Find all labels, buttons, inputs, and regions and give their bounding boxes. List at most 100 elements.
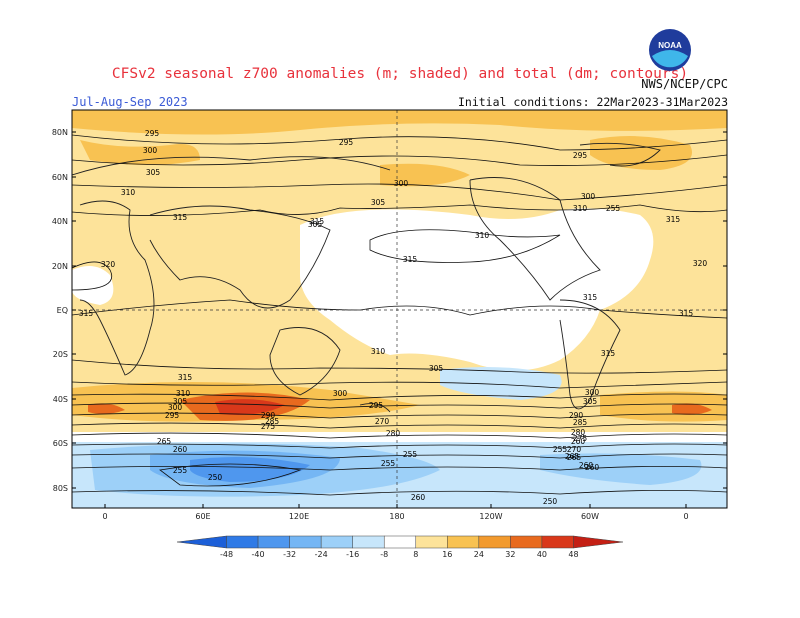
lon-label: 60E bbox=[195, 512, 210, 521]
colorbar-label: 32 bbox=[505, 550, 515, 559]
contour-label: 290 bbox=[569, 411, 584, 420]
colorbar-label: 24 bbox=[474, 550, 484, 559]
anomaly-shading bbox=[72, 110, 727, 508]
lat-label: 40S bbox=[53, 395, 68, 404]
colorbar-swatch bbox=[352, 535, 385, 549]
lat-label: 40N bbox=[52, 217, 68, 226]
contour-label: 315 bbox=[178, 373, 193, 382]
latitude-axis: 80N 60N 40N 20N EQ 20S 40S 60S 80S bbox=[52, 128, 727, 493]
contour-label: 310 bbox=[371, 347, 386, 356]
contour-label: 300 bbox=[585, 388, 600, 397]
contour-label: 255 bbox=[553, 445, 568, 454]
contour-label: 255 bbox=[381, 459, 396, 468]
contour-label: 295 bbox=[339, 138, 354, 147]
colorbar-label: -24 bbox=[315, 550, 328, 559]
contour-label: 300 bbox=[581, 192, 596, 201]
contour-label: 305 bbox=[146, 168, 161, 177]
noaa-logo: NOAA bbox=[649, 29, 691, 71]
lon-label: 180 bbox=[389, 512, 404, 521]
colorbar: -48 -40 -32 -24 -16 -8 8 16 24 32 40 48 bbox=[176, 535, 624, 559]
colorbar-label: -16 bbox=[346, 550, 359, 559]
colorbar-label: 48 bbox=[568, 550, 578, 559]
contour-label: 250 bbox=[543, 497, 558, 506]
contour-label: 280 bbox=[386, 429, 401, 438]
contour-label: 255 bbox=[173, 466, 188, 475]
contour-label: 265 bbox=[565, 452, 580, 461]
contour-label: 300 bbox=[168, 403, 183, 412]
contour-label: 270 bbox=[567, 445, 582, 454]
contour-label: 275 bbox=[261, 422, 276, 431]
contour-label: 315 bbox=[79, 309, 94, 318]
lat-label: 60S bbox=[53, 439, 68, 448]
lon-label: 0 bbox=[102, 512, 107, 521]
contour-label: 250 bbox=[208, 473, 223, 482]
contour-label: 305 bbox=[173, 397, 188, 406]
colorbar-label: 16 bbox=[442, 550, 452, 559]
contour-label: 280 bbox=[571, 428, 586, 437]
initial-conditions-label: Initial conditions: 22Mar2023-31Mar2023 bbox=[457, 95, 728, 109]
colorbar-swatch bbox=[510, 535, 543, 549]
colorbar-swatch bbox=[226, 535, 259, 549]
contour-label: 260 bbox=[411, 493, 426, 502]
contour-label: 315 bbox=[679, 309, 694, 318]
contour-label: 305 bbox=[429, 364, 444, 373]
colorbar-label: 40 bbox=[537, 550, 547, 559]
lat-label: 60N bbox=[52, 173, 68, 182]
colorbar-swatch bbox=[573, 535, 624, 549]
contour-labels: 2952953003053103153203053002953153103003… bbox=[79, 129, 708, 506]
noaa-logo-text: NOAA bbox=[658, 41, 682, 50]
contour-label: 305 bbox=[583, 397, 598, 406]
contour-label: 285 bbox=[573, 418, 588, 427]
colorbar-swatch bbox=[415, 535, 448, 549]
contour-label: 315 bbox=[310, 217, 325, 226]
contour-label: 310 bbox=[475, 231, 490, 240]
contour-label: 310 bbox=[121, 188, 136, 197]
contour-label: 315 bbox=[601, 349, 616, 358]
season-label: Jul-Aug-Sep 2023 bbox=[72, 95, 188, 109]
grid-lines bbox=[72, 110, 727, 508]
agency-label: NWS/NCEP/CPC bbox=[641, 77, 728, 91]
colorbar-label: -40 bbox=[252, 550, 265, 559]
lat-label: 80S bbox=[53, 484, 68, 493]
colorbar-label: -48 bbox=[220, 550, 233, 559]
contour-label: 300 bbox=[333, 389, 348, 398]
colorbar-swatch bbox=[289, 535, 322, 549]
contour-label: 315 bbox=[403, 255, 418, 264]
contour-label: 255 bbox=[606, 204, 621, 213]
contour-label: 265 bbox=[567, 453, 582, 462]
contour-label: 320 bbox=[693, 259, 708, 268]
colorbar-label: 8 bbox=[413, 550, 418, 559]
contour-label: 295 bbox=[165, 411, 180, 420]
contour-label: 315 bbox=[173, 213, 188, 222]
colorbar-swatch bbox=[320, 535, 353, 549]
lat-label: 80N bbox=[52, 128, 68, 137]
map-frame bbox=[71, 109, 728, 509]
colorbar-swatch bbox=[478, 535, 511, 549]
contour-label: 310 bbox=[176, 389, 191, 398]
lat-label: 20S bbox=[53, 350, 68, 359]
contour-label: 300 bbox=[394, 179, 409, 188]
contour-label: 295 bbox=[573, 151, 588, 160]
colorbar-swatch bbox=[541, 535, 574, 549]
contour-label: 315 bbox=[583, 293, 598, 302]
contour-label: 295 bbox=[369, 401, 384, 410]
contour-label: 290 bbox=[261, 411, 276, 420]
colorbar-label: -8 bbox=[380, 550, 388, 559]
contour-label: 315 bbox=[666, 215, 681, 224]
colorbar-swatch bbox=[383, 535, 417, 549]
lon-label: 0 bbox=[683, 512, 688, 521]
height-contours bbox=[72, 134, 727, 496]
colorbar-swatch bbox=[176, 535, 227, 549]
contour-label: 260 bbox=[571, 437, 586, 446]
contour-label: 305 bbox=[308, 220, 323, 229]
contour-label: 270 bbox=[375, 417, 390, 426]
colorbar-swatch bbox=[447, 535, 480, 549]
lat-label: EQ bbox=[57, 306, 68, 315]
lat-label: 20N bbox=[52, 262, 68, 271]
contour-label: 305 bbox=[371, 198, 386, 207]
contour-label: 260 bbox=[173, 445, 188, 454]
contour-label: 310 bbox=[573, 204, 588, 213]
contour-label: 260 bbox=[579, 461, 594, 470]
contour-label: 320 bbox=[101, 260, 116, 269]
